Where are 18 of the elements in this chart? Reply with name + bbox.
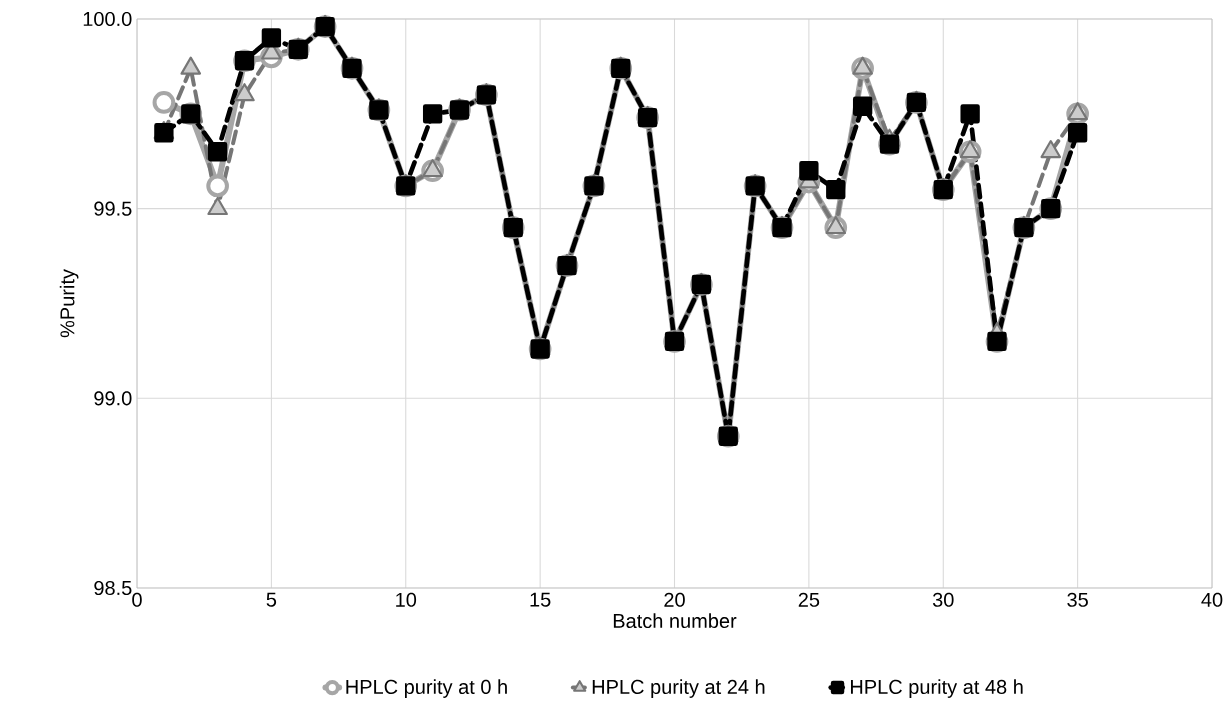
y-tick-label: 98.5 <box>94 580 132 596</box>
legend-label: HPLC purity at 0 h <box>346 679 507 698</box>
x-tick-label: 20 <box>664 592 685 607</box>
y-tick-label: 100.0 <box>83 11 132 27</box>
y-tick-label: 99.0 <box>94 391 132 406</box>
legend-label: HPLC purity at 48 h <box>850 679 1023 698</box>
y-axis-title: %Purity <box>59 269 79 338</box>
x-tick-label: 35 <box>1067 592 1088 607</box>
x-axis-title: Batch number <box>613 613 737 629</box>
x-tick-label: 25 <box>798 592 820 607</box>
legend-label: HPLC purity at 24 h <box>592 679 765 698</box>
x-tick-label: 30 <box>932 592 954 607</box>
x-tick-label: 5 <box>266 592 277 607</box>
x-tick-label: 10 <box>396 592 417 607</box>
x-tick-label: 40 <box>1201 592 1223 607</box>
y-tick-label: 99.5 <box>94 201 132 216</box>
x-tick-label: 15 <box>530 592 551 607</box>
x-tick-label: 0 <box>132 592 142 607</box>
